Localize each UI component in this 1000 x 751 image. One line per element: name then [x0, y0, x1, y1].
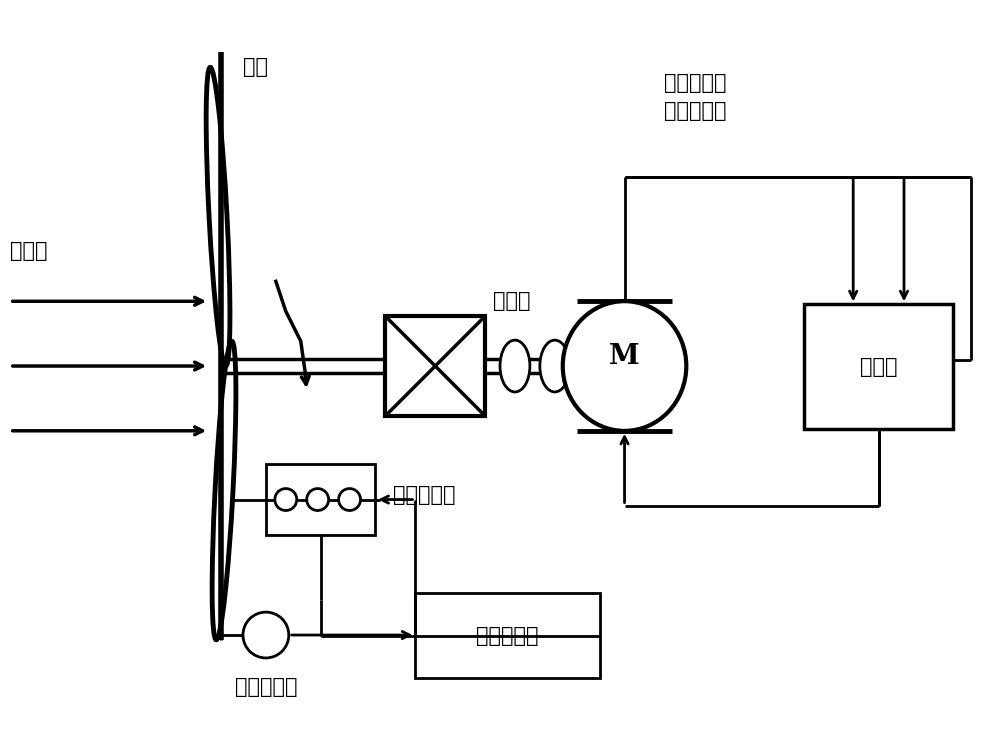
Ellipse shape	[500, 340, 530, 392]
Text: M: M	[609, 342, 640, 369]
Circle shape	[275, 489, 297, 511]
Circle shape	[243, 612, 289, 658]
Ellipse shape	[540, 340, 570, 392]
Bar	[804, 304, 953, 429]
Bar	[385, 316, 485, 416]
Text: 液压执行器: 液压执行器	[393, 484, 456, 505]
Text: 变桨控制器: 变桨控制器	[476, 626, 539, 646]
Ellipse shape	[563, 301, 686, 431]
Text: 来流风: 来流风	[10, 242, 47, 261]
Circle shape	[307, 489, 329, 511]
Text: 转速传感器
转矩传感器: 转速传感器 转矩传感器	[664, 73, 727, 121]
Bar	[266, 463, 375, 535]
Bar	[415, 593, 600, 678]
Text: 叶片: 叶片	[243, 57, 268, 77]
Text: 变速筱: 变速筱	[493, 291, 531, 311]
Text: 控制器: 控制器	[860, 357, 897, 376]
Text: 位置传感器: 位置传感器	[235, 677, 297, 697]
Circle shape	[339, 489, 361, 511]
